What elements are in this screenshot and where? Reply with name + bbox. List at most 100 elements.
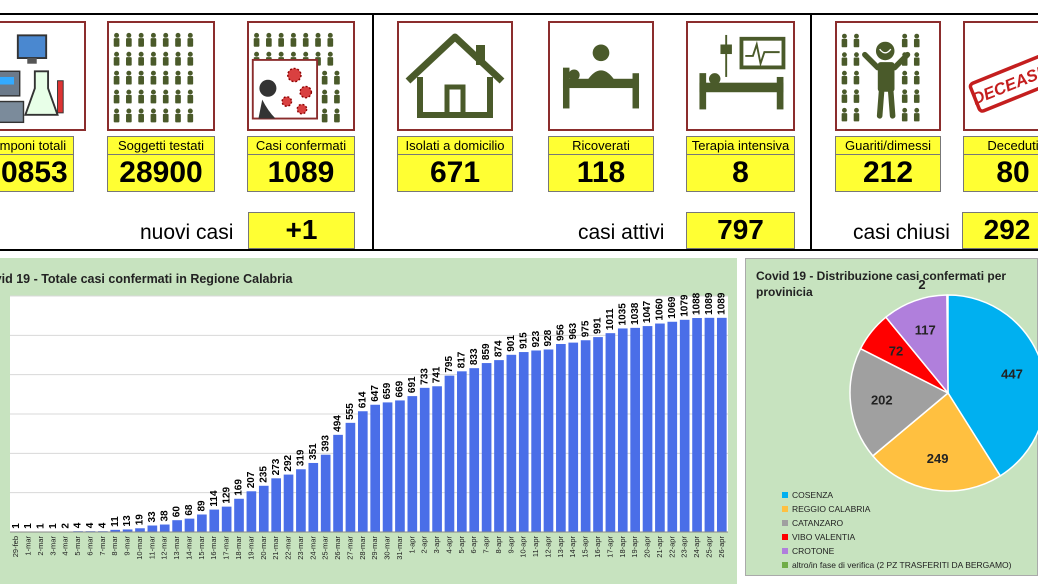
legend-swatch [782, 492, 788, 498]
tick-label: 25-apr [704, 536, 713, 558]
bar [258, 485, 269, 532]
bar [333, 434, 343, 532]
tick-label: 1-apr [407, 536, 416, 554]
intensive-care-picture [686, 21, 795, 131]
data-label: 669 [395, 380, 406, 397]
tick-label: 13-apr [556, 536, 565, 558]
tick-label: 17-apr [605, 536, 614, 558]
people-crowd-picture [107, 21, 215, 131]
tick-label: 14-apr [568, 536, 577, 558]
tick-label: 3-apr [432, 536, 441, 554]
legend-label: CROTONE [792, 546, 835, 556]
card-label: Isolati a domicilio [397, 136, 513, 156]
tick-label: 22-mar [284, 536, 293, 560]
bar [568, 342, 579, 532]
card-value: 28900 [107, 154, 215, 192]
tick-label: 15-apr [581, 536, 590, 558]
data-label: 1 [36, 523, 47, 529]
tick-label: 18-mar [234, 536, 243, 560]
legend-item: altro/in fase di verifica (2 PZ TRASFERI… [782, 558, 1011, 572]
casi-chiusi-value: 292 [962, 212, 1038, 249]
tick-label: 7-mar [98, 536, 107, 556]
tick-label: 27-mar [345, 536, 354, 560]
bar [370, 404, 381, 532]
data-label: 1069 [667, 296, 678, 319]
data-label: 928 [543, 329, 554, 346]
casi-attivi-value: 797 [686, 212, 795, 249]
legend-swatch [782, 506, 788, 512]
bar [617, 328, 628, 532]
bar [642, 326, 653, 532]
tick-label: 28-mar [358, 536, 367, 560]
bar [234, 498, 244, 532]
pie-slice [884, 294, 949, 396]
nuovi-casi-label: nuovi casi [140, 221, 234, 244]
pie-slice [871, 391, 1002, 492]
data-label: 1038 [630, 302, 641, 325]
data-label: 393 [320, 435, 331, 452]
bar [159, 524, 170, 532]
bar-chart-panel: Covid 19 - Totale casi confermati in Reg… [0, 258, 737, 584]
bar [209, 509, 220, 532]
bar [246, 491, 257, 532]
data-label: 114 [209, 490, 220, 507]
lab-equipment-icon [0, 34, 64, 124]
data-label: 89 [197, 500, 208, 512]
house-icon [405, 33, 505, 118]
tick-label: 12-mar [160, 536, 169, 560]
casi-attivi-label: casi attivi [578, 221, 665, 244]
legend-label: REGGIO CALABRIA [792, 504, 871, 514]
data-label: 956 [556, 324, 567, 341]
data-label: 4 [97, 522, 108, 528]
tick-label: 8-apr [494, 536, 503, 554]
data-label: 1 [11, 523, 22, 529]
legend-swatch [782, 534, 788, 540]
card-value: 118 [548, 154, 654, 192]
pie-chart-title: Covid 19 - Distribuzione casi confermati… [756, 269, 1007, 299]
nuovi-casi-value: +1 [248, 212, 355, 249]
bar [630, 327, 640, 532]
data-label: 691 [407, 376, 418, 393]
bar [432, 386, 442, 532]
tick-label: 4-apr [444, 536, 453, 554]
card-label: Ricoverati [548, 136, 654, 156]
legend-swatch [782, 520, 788, 526]
tick-label: 29-mar [370, 536, 379, 560]
data-label: 1 [23, 523, 34, 529]
data-label: 33 [147, 511, 158, 523]
data-label: 38 [159, 510, 170, 522]
tick-label: 8-mar [110, 536, 119, 556]
data-label: 1035 [617, 303, 628, 326]
data-label: 733 [419, 368, 430, 385]
bar [469, 368, 480, 532]
bar [419, 387, 430, 532]
bar [704, 317, 715, 532]
tick-label: 13-mar [172, 536, 181, 560]
tick-label: 5-mar [73, 536, 82, 556]
data-label: 19 [135, 514, 146, 526]
tick-label: 30-mar [383, 536, 392, 560]
bar [605, 333, 616, 532]
data-label: 207 [246, 471, 257, 488]
tick-label: 14-mar [184, 536, 193, 560]
slice-label: 202 [871, 393, 893, 408]
bar [184, 518, 195, 532]
slice-label: 447 [1001, 367, 1023, 382]
bar [531, 350, 541, 532]
bar [518, 352, 529, 532]
card-label: Deceduti [963, 136, 1038, 156]
data-label: 319 [296, 449, 307, 466]
data-label: 1089 [716, 292, 727, 315]
tick-label: 29-feb [11, 536, 20, 557]
tick-label: 21-apr [655, 536, 664, 558]
data-label: 4 [73, 522, 84, 528]
tick-label: 7-apr [482, 536, 491, 554]
bar [110, 529, 121, 532]
data-label: 915 [518, 332, 529, 349]
bar [444, 375, 455, 532]
bar [494, 360, 504, 532]
bar [382, 402, 393, 532]
legend-swatch [782, 562, 788, 568]
data-label: 1079 [679, 294, 690, 317]
card-value: 8 [686, 154, 795, 192]
